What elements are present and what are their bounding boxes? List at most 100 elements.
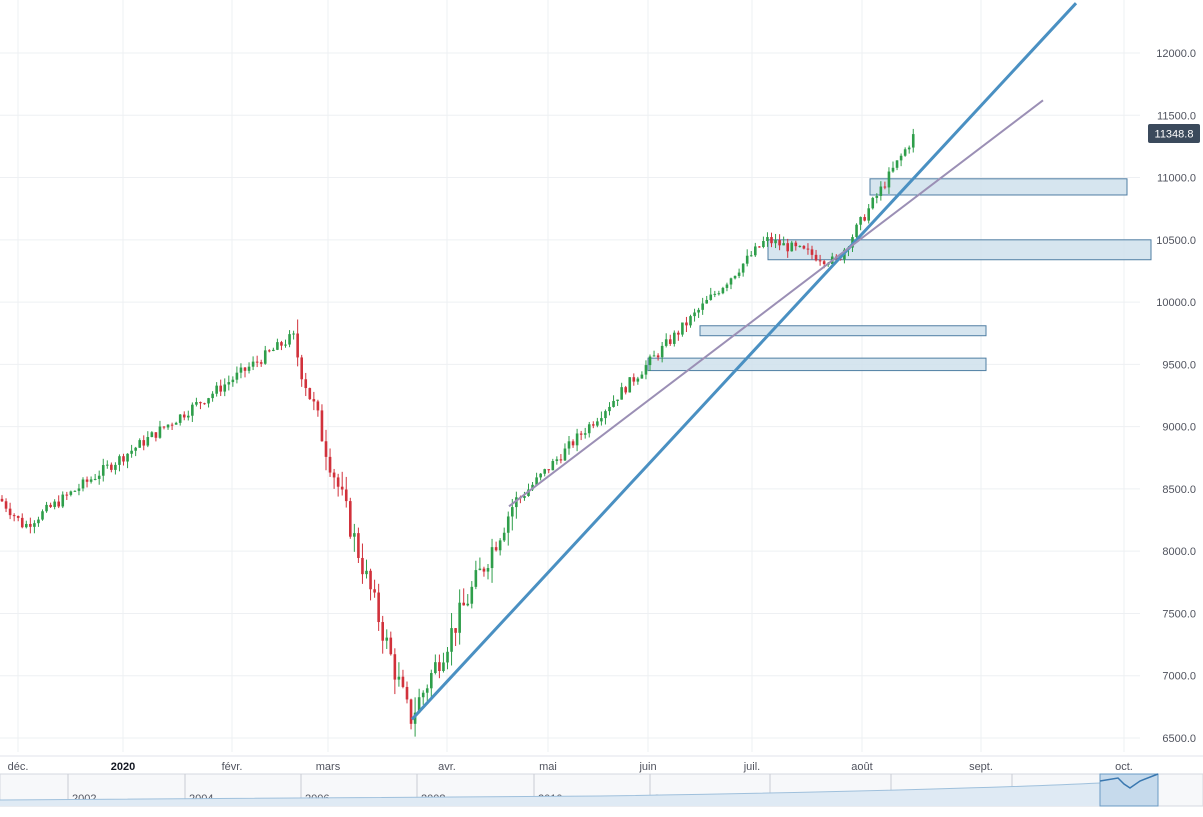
candle-body-up [701,303,704,310]
candle-body-up [551,461,555,471]
navigator-line [0,782,1101,801]
candle-body-up [53,501,56,507]
candle-body-up [664,339,668,346]
candle-body-down [268,350,271,352]
candle-body-down [312,399,316,402]
candle-body-down [336,477,340,487]
candle-body-up [239,367,243,373]
candle-body-up [575,433,579,446]
candle-body-up [207,398,210,404]
candle-body-down [571,441,575,446]
candle-body-down [182,414,186,418]
candle-body-up [353,533,356,537]
candle-body-down [0,498,4,502]
candle-body-up [620,387,623,400]
candle-body-up [288,334,291,345]
candle-body-up [446,651,449,663]
support-zones[interactable] [647,178,1152,372]
candle-body-down [203,403,206,405]
price-tick-label: 7000.0 [1162,671,1196,683]
candle-body-down [806,248,810,250]
candle-body-up [875,195,879,198]
candle-body-up [365,570,368,575]
candle-body-up [73,490,77,492]
candle-body-up [693,312,696,317]
support-zone[interactable] [767,239,1152,261]
candle-body-down [219,385,222,392]
candle-body-up [871,197,875,209]
candle-body-down [814,254,818,261]
candle-body-down [389,637,393,655]
candle-body-up [150,432,154,438]
candle-body-up [106,464,109,466]
candle-body-up [430,673,433,689]
candle-body-down [170,424,174,426]
candle-body-down [786,243,789,252]
candle-body-down [377,592,380,623]
candle-body-up [640,374,644,379]
candle-body-up [502,532,506,541]
candle-body-up [725,284,729,288]
candle-body-down [454,628,457,633]
time-tick-label: avr. [438,761,456,773]
price-tick-label: 12000.0 [1156,48,1196,60]
candle-body-down [320,410,324,442]
candle-body-up [713,293,717,295]
support-zone[interactable] [699,325,987,337]
candle-body-up [697,309,700,313]
support-zone[interactable] [647,357,987,372]
candle-body-down [110,464,113,470]
candle-body-down [381,622,384,641]
time-tick-label: août [851,761,872,773]
candle-body-down [122,456,125,462]
candle-body-down [624,387,627,393]
candle-body-up [506,516,510,533]
candle-body-down [328,456,332,473]
candle-body-up [673,332,676,344]
candle-body-up [187,415,190,418]
candle-body-down [794,242,798,247]
candle-body-down [259,362,263,364]
candle-body-down [405,686,409,700]
time-axis[interactable]: déc. 2020 févr. mars avr. mai juin juil. août sep… [0,755,1203,773]
candle-body-down [401,676,405,687]
candle-body-up [45,504,48,512]
price-axis[interactable]: 6500.0 7000.0 7500.0 8000.0 8500.0 9000.0 9500… [1156,48,1196,745]
support-zone[interactable] [869,178,1128,196]
candle-body-up [887,171,891,188]
candle-body-down [57,501,60,507]
candle-body-up [636,378,640,382]
candle-body-down [778,240,781,246]
candle-body-down [547,469,551,471]
candle-body-up [563,448,567,461]
trendline-shallow[interactable] [508,99,1044,508]
trendlines[interactable] [410,2,1078,721]
candle-body-up [555,459,559,462]
candle-body-up [174,422,178,425]
candle-body-up [749,255,753,257]
navigator[interactable]: 200220042006200820102012201420162018 [0,773,1203,807]
candle-body-down [822,261,826,265]
trendline-steep[interactable] [410,2,1078,721]
candle-body-down [8,508,12,516]
candle-body-up [425,688,429,693]
candle-body-up [93,478,97,480]
candle-body-up [745,255,749,264]
candle-body-up [891,167,895,172]
candle-body-down [559,459,563,461]
candle-body-down [802,245,806,249]
time-tick-label: juil. [743,761,761,773]
candle-body-up [604,411,607,419]
candle-body-up [81,479,85,489]
candle-body-up [478,568,482,571]
candle-body-up [25,523,28,528]
candle-body-up [37,519,40,524]
candle-body-up [903,149,907,156]
last-price-tag: 11348.8 [1148,124,1200,143]
price-tick-label: 11000.0 [1157,173,1196,185]
candle-body-down [49,504,52,507]
candle-body-up [628,377,632,393]
candle-body-up [543,469,546,474]
candle-body-down [818,260,822,262]
